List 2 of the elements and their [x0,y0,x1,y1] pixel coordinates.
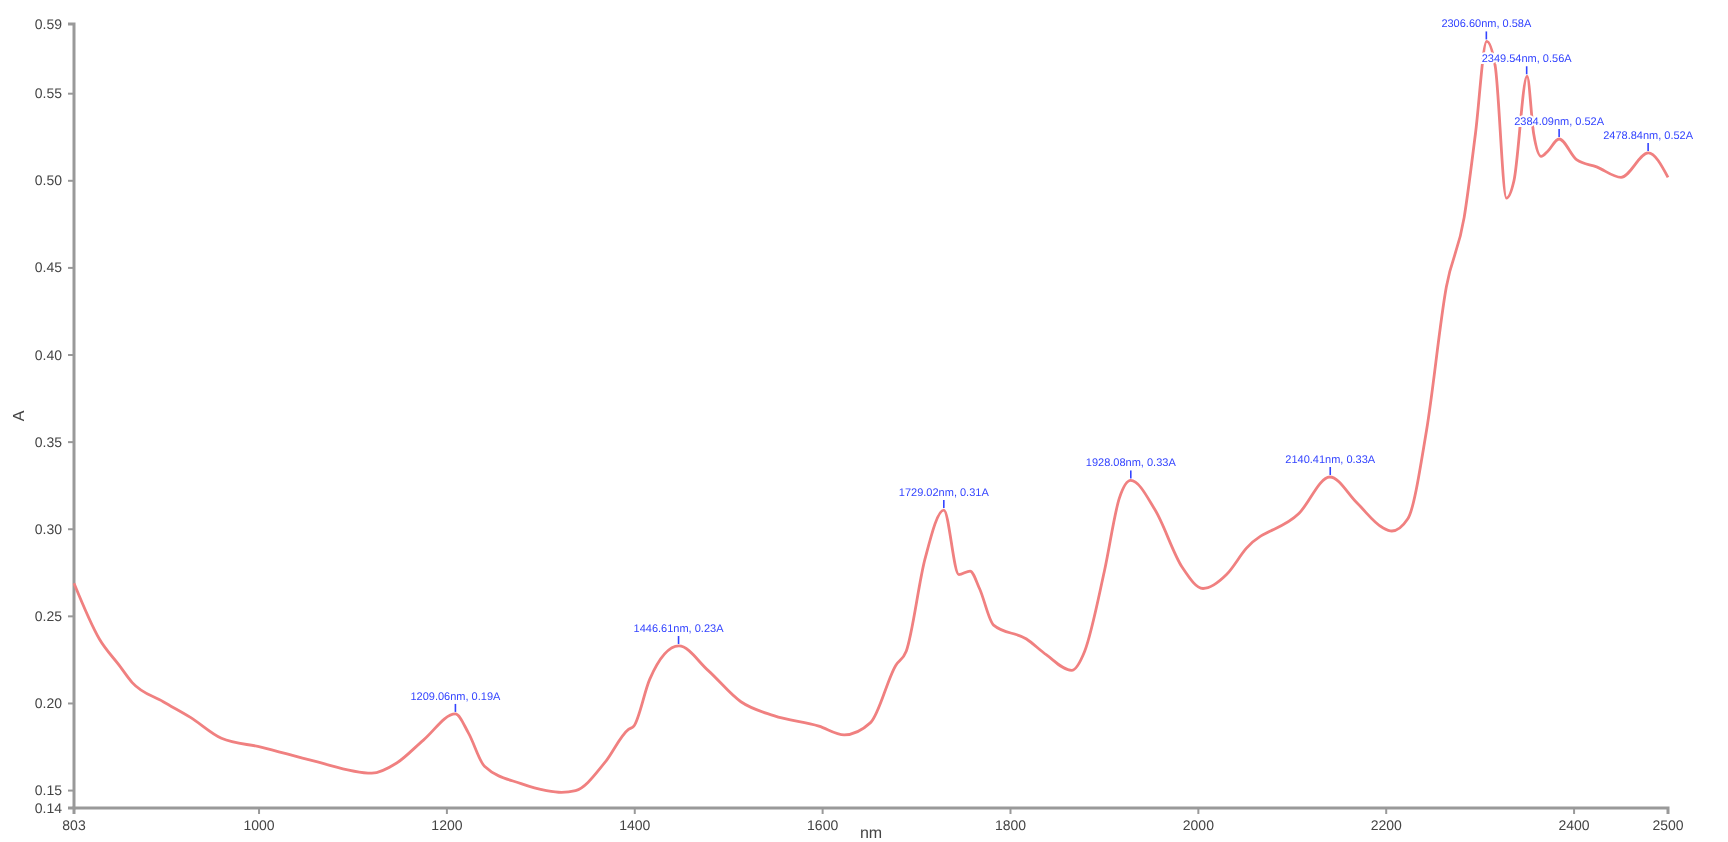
y-axis-title: A [10,409,28,422]
x-axis-title: nm [859,824,883,842]
